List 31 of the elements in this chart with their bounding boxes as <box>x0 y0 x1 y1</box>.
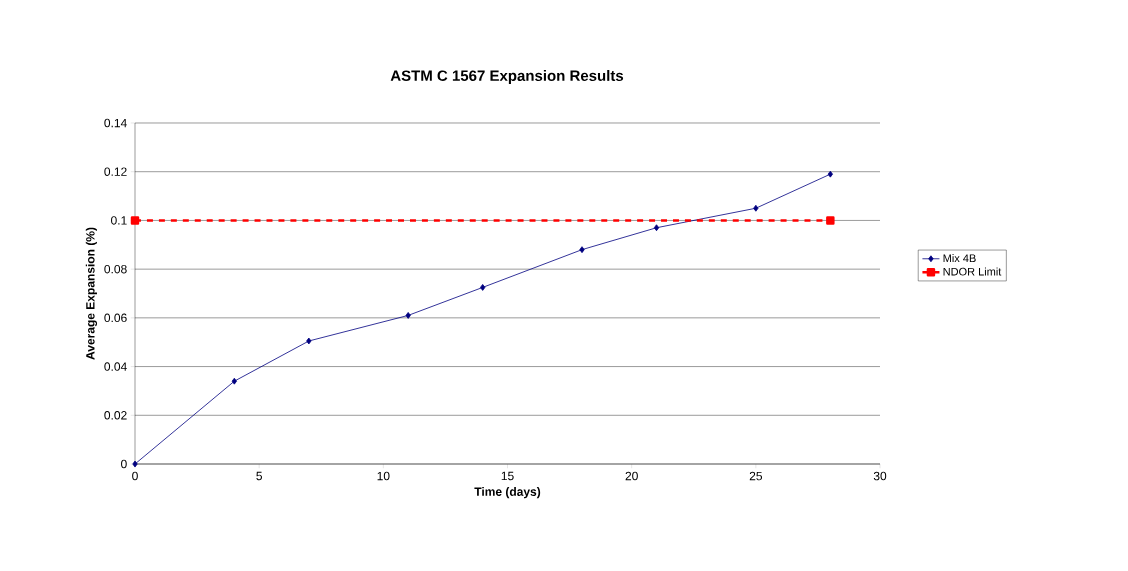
point <box>653 224 660 232</box>
x-tick-label: 30 <box>873 471 887 481</box>
legend-label: Mix 4B <box>943 254 976 262</box>
x-tick-label: 0 <box>132 471 138 481</box>
y-tick-label: 0.02 <box>104 411 127 420</box>
y-tick-label: 0.14 <box>104 118 127 128</box>
y-axis-title: Average Expansion (%) <box>85 227 98 360</box>
x-axis-title: Time (days) <box>474 487 541 499</box>
point <box>306 337 312 345</box>
point <box>826 216 835 225</box>
x-tick-label: 10 <box>377 471 390 481</box>
y-tick-label: 0.1 <box>111 216 127 225</box>
x-tick-label: 5 <box>256 471 262 481</box>
point <box>130 216 140 225</box>
x-tick-label: 25 <box>749 471 763 481</box>
point <box>753 204 759 212</box>
y-tick-label: 0.06 <box>104 313 127 323</box>
chart-title: ASTM C 1567 Expansion Results <box>390 70 624 84</box>
x-tick-label: 15 <box>501 471 514 481</box>
legend-label: NDOR Limit <box>943 267 1002 276</box>
point <box>231 377 237 385</box>
y-tick-label: 0 <box>121 459 127 469</box>
y-tick-label: 0.08 <box>104 264 127 274</box>
point <box>405 312 411 319</box>
y-tick-label: 0.04 <box>104 362 127 371</box>
x-tick-label: 20 <box>625 471 638 481</box>
point <box>579 246 585 254</box>
y-tick-label: 0.12 <box>104 167 127 176</box>
point <box>132 460 138 468</box>
point <box>480 284 486 291</box>
point <box>827 170 833 178</box>
